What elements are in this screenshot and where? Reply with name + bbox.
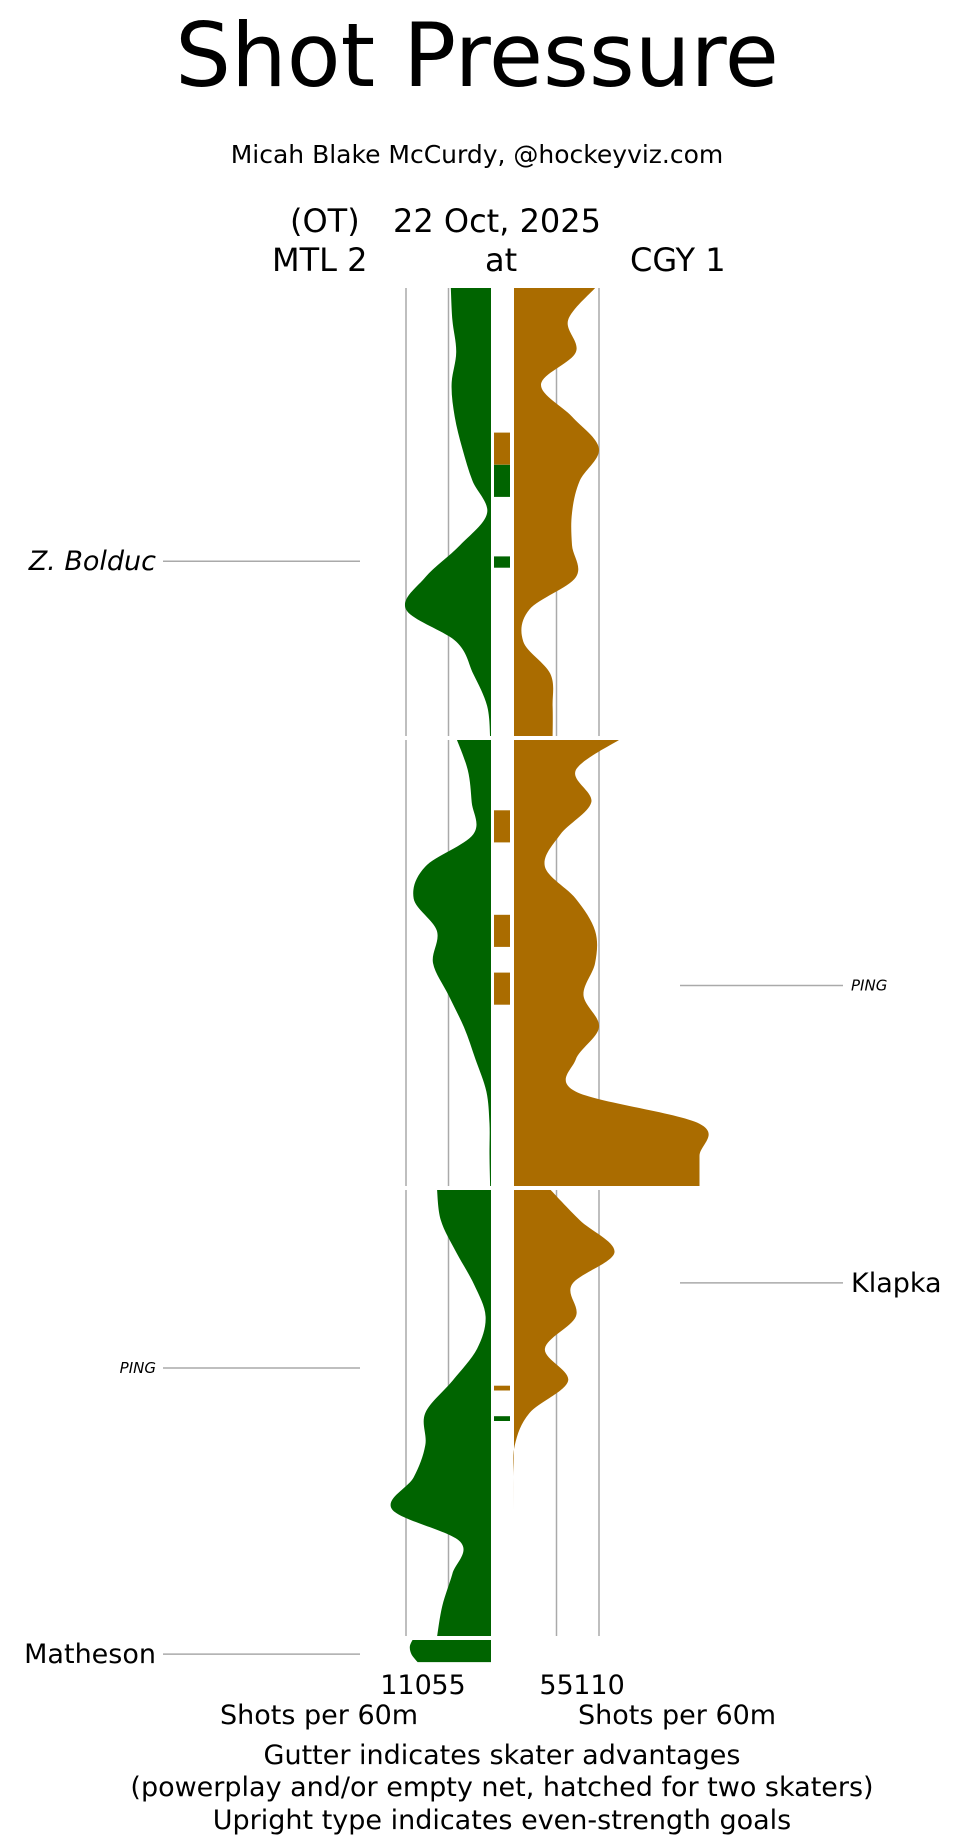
gutter-block-8 xyxy=(494,1416,510,1421)
home-team-score: CGY 1 xyxy=(630,241,726,279)
byline: Micah Blake McCurdy, @hockeyviz.com xyxy=(230,140,724,169)
goal-annotations: Z. Bolduc PING Klapka PING Matheson xyxy=(24,546,941,1670)
gutter-block-6 xyxy=(494,972,510,1005)
x-axis-label-right: Shots per 60m xyxy=(578,1700,777,1731)
goal-annotation-1: Z. Bolduc xyxy=(28,546,156,577)
pressure-area-away-period-4 xyxy=(409,1638,491,1663)
pressure-area-away-period-2 xyxy=(413,738,491,1188)
gutter-block-7 xyxy=(494,1385,510,1391)
period-separator-2 xyxy=(0,1186,954,1190)
gutter-advantages xyxy=(494,432,510,1421)
x-tick-home-110: 110 xyxy=(573,1670,625,1701)
footnote-gutter: Gutter indicates skater advantages xyxy=(263,1740,741,1771)
chart-title: Shot Pressure xyxy=(175,4,779,107)
gutter-block-1 xyxy=(494,432,510,465)
pressure-area-away-period-1 xyxy=(404,288,491,738)
away-team-score: MTL 2 xyxy=(272,241,368,279)
pressure-area-away-period-3 xyxy=(390,1188,491,1638)
gutter-block-2 xyxy=(494,464,510,497)
pressure-areas xyxy=(390,288,709,1663)
goal-annotation-5: Matheson xyxy=(24,1639,156,1670)
footnote-upright: Upright type indicates even-strength goa… xyxy=(212,1805,792,1836)
x-tick-home-55: 55 xyxy=(539,1670,573,1701)
period-separators xyxy=(0,736,954,1640)
goal-annotation-4: PING xyxy=(120,1359,156,1377)
footnote-hatched: (powerplay and/or empty net, hatched for… xyxy=(130,1772,874,1803)
pressure-area-home-period-3 xyxy=(513,1188,615,1638)
pressure-area-home-period-2 xyxy=(514,738,709,1188)
period-separator-3 xyxy=(0,1636,954,1640)
goal-annotation-2: PING xyxy=(851,977,887,995)
at-label: at xyxy=(485,241,518,279)
gutter-block-3 xyxy=(494,556,510,568)
x-tick-away-55: 55 xyxy=(431,1670,465,1701)
x-axis-label-left: Shots per 60m xyxy=(220,1700,419,1731)
game-date: 22 Oct, 2025 xyxy=(393,202,601,240)
overtime-label: (OT) xyxy=(290,202,360,240)
gutter-block-5 xyxy=(494,914,510,947)
goal-annotation-3: Klapka xyxy=(851,1268,942,1299)
gutter-block-4 xyxy=(494,810,510,843)
x-tick-labels: 110 55 55 110 xyxy=(380,1670,625,1701)
x-tick-away-110: 110 xyxy=(380,1670,432,1701)
period-separator-1 xyxy=(0,736,954,740)
pressure-area-home-period-1 xyxy=(514,288,600,738)
